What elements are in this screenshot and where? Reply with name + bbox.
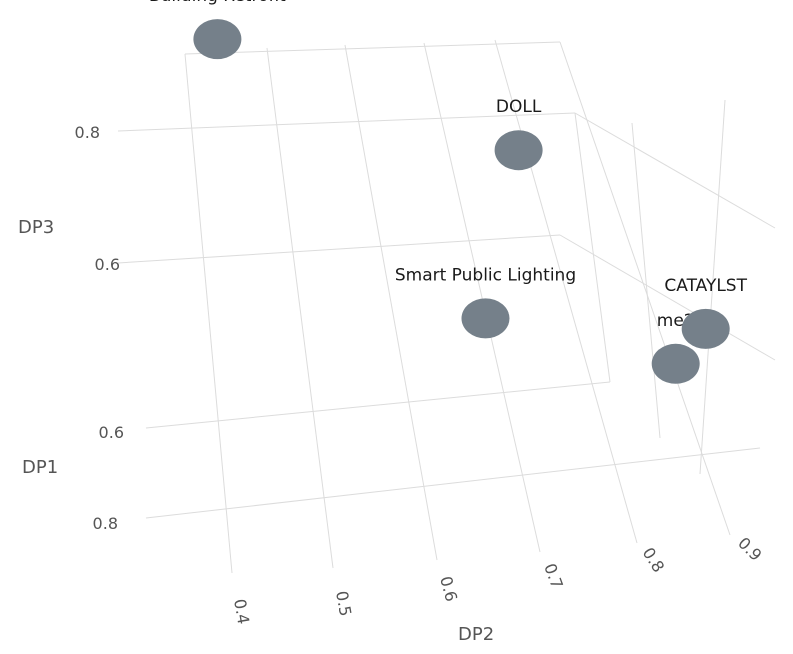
dp1-axis-title: DP1 [22,457,58,478]
grid-lines [117,39,776,574]
data-point [461,298,510,339]
data-point [651,343,700,384]
data-points: Building Retrofit DOLL Smart Public Lighti… [149,0,748,384]
data-point-label: Building Retrofit [149,0,286,6]
dp1-tick-label: 0.8 [93,514,118,533]
data-point [681,308,730,349]
axis-titles: DP3 DP1 DP2 [18,217,494,645]
dp2-tick-label: 0.7 [540,561,567,591]
dp3-axis-title: DP3 [18,217,54,238]
data-point [193,19,242,60]
dp3-tick-label: 0.6 [95,255,120,274]
data-point [494,130,543,171]
data-point-label: DOLL [496,97,542,117]
dp2-tick-label: 0.5 [332,589,355,617]
dp3-tick-label: 0.8 [75,123,100,142]
dp1-tick-label: 0.6 [99,423,124,442]
data-point-label: CATAYLST [664,276,747,296]
dp2-tick-label: 0.6 [436,574,461,604]
data-point-label: Smart Public Lighting [395,265,576,285]
dp2-tick-label: 0.9 [734,533,765,564]
dp2-tick-label: 0.8 [639,544,669,576]
dp2-tick-label: 0.4 [230,597,253,625]
dp2-axis-title: DP2 [458,624,494,645]
